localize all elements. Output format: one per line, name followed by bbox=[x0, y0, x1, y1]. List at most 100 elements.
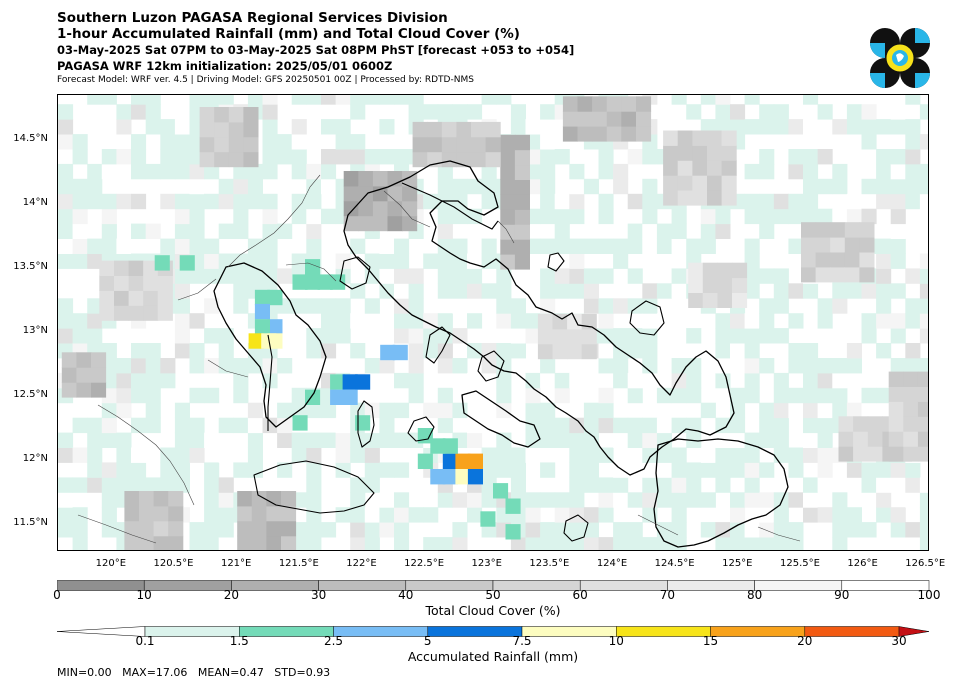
cloud-cell bbox=[145, 372, 161, 389]
cloud-cell bbox=[233, 253, 249, 269]
cloud-cell bbox=[744, 343, 760, 359]
cloud-block-cell bbox=[721, 130, 737, 146]
cloud-cell bbox=[321, 119, 337, 135]
cloud-cell bbox=[116, 119, 132, 135]
cloud-block-cell bbox=[139, 491, 155, 507]
cloud-block-cell bbox=[562, 126, 578, 142]
cloud-cell bbox=[598, 387, 614, 404]
cloud-cell bbox=[554, 417, 570, 434]
cloud-cell bbox=[788, 447, 804, 463]
cloud-cell bbox=[496, 298, 512, 314]
cloud-block-cell bbox=[888, 416, 904, 432]
cloud-cell bbox=[773, 328, 789, 344]
cloud-cell bbox=[218, 268, 234, 284]
cloud-cell bbox=[642, 432, 658, 448]
cloud-block-cell bbox=[692, 130, 708, 146]
cloud-cell bbox=[72, 238, 88, 254]
cloud-cell bbox=[788, 522, 804, 538]
cloud-block-cell bbox=[343, 185, 359, 202]
cloud-block-cell bbox=[237, 505, 253, 522]
cloud-cell bbox=[174, 343, 190, 359]
cloud-cell bbox=[540, 402, 556, 419]
cloud-block-cell bbox=[859, 237, 875, 253]
cloud-cell bbox=[437, 163, 453, 180]
cloud-cell bbox=[540, 522, 556, 538]
cloud-cell bbox=[408, 328, 424, 344]
cloud-cell bbox=[598, 208, 614, 225]
cloud-cell bbox=[671, 477, 687, 493]
cloud-cell bbox=[554, 537, 570, 550]
cloud-block-cell bbox=[199, 136, 215, 153]
cloud-cell bbox=[291, 298, 307, 314]
cloud-cell bbox=[642, 477, 658, 493]
cloud-cell bbox=[335, 149, 351, 165]
cloud-cell bbox=[174, 298, 190, 314]
cloud-cell bbox=[817, 477, 833, 493]
cloud-block-cell bbox=[412, 121, 428, 138]
cloud-cell bbox=[58, 537, 74, 550]
cloud-cell bbox=[72, 223, 88, 239]
cloud-cell bbox=[773, 372, 789, 389]
cloud-block-cell bbox=[500, 149, 516, 166]
map-panel[interactable] bbox=[57, 94, 929, 551]
rain-cell bbox=[292, 415, 308, 431]
cloud-block-cell bbox=[500, 164, 516, 180]
cloud-cell bbox=[262, 149, 278, 165]
cloud-colorbar-swatch bbox=[318, 580, 407, 591]
cloud-cell bbox=[759, 268, 775, 284]
cloud-cell bbox=[131, 193, 147, 210]
cloud-cell bbox=[101, 492, 117, 508]
cloud-cell bbox=[715, 447, 731, 463]
cloud-cell bbox=[189, 193, 205, 210]
rain-cell bbox=[179, 255, 195, 271]
cloud-block-cell bbox=[692, 190, 708, 206]
rain-cell bbox=[442, 438, 458, 454]
cloud-cell bbox=[101, 163, 117, 180]
cloud-cell bbox=[379, 149, 395, 165]
cloud-block-cell bbox=[903, 431, 919, 447]
cloud-cell bbox=[160, 119, 176, 135]
cloud-block-cell bbox=[888, 446, 904, 462]
cloud-cell bbox=[467, 178, 483, 195]
cloud-cell bbox=[481, 462, 497, 478]
cloud-block-cell bbox=[128, 305, 144, 321]
cloud-cell bbox=[744, 358, 760, 374]
cloud-cell bbox=[656, 492, 672, 508]
coastline-polillo bbox=[547, 252, 565, 272]
cloud-cell bbox=[890, 507, 906, 523]
cloud-cell bbox=[160, 462, 176, 478]
cloud-cell bbox=[525, 432, 541, 448]
cloud-cell bbox=[700, 95, 716, 105]
cloud-cell bbox=[817, 432, 833, 448]
cloud-block-cell bbox=[168, 505, 184, 522]
cloud-block-cell bbox=[251, 491, 267, 507]
cloud-cell bbox=[101, 149, 117, 165]
rain-colorbar-label: Accumulated Rainfall (mm) bbox=[407, 649, 579, 664]
cloud-block-cell bbox=[128, 260, 144, 276]
cloud-cell bbox=[204, 95, 220, 105]
cloud-cell bbox=[569, 163, 585, 180]
cloud-cell bbox=[321, 208, 337, 225]
cloud-cell bbox=[803, 163, 819, 180]
cloud-cell bbox=[145, 95, 161, 105]
cloud-cell bbox=[656, 462, 672, 478]
cloud-cell bbox=[189, 522, 205, 538]
cloud-cell bbox=[189, 178, 205, 195]
cloud-cell bbox=[218, 477, 234, 493]
cloud-block-cell bbox=[237, 535, 253, 550]
coastline-samar bbox=[653, 438, 789, 548]
cloud-cell bbox=[350, 507, 366, 523]
cloud-block-cell bbox=[124, 505, 140, 522]
cloud-cell bbox=[116, 432, 132, 448]
rain-cell bbox=[430, 469, 446, 485]
cloud-cell bbox=[131, 358, 147, 374]
cloud-cell bbox=[919, 328, 928, 344]
chart-title: Southern Luzon PAGASA Regional Services … bbox=[57, 10, 448, 26]
cloud-block-cell bbox=[917, 446, 928, 462]
cloud-cell bbox=[87, 298, 103, 314]
cloud-cell bbox=[744, 95, 760, 105]
cloud-cell bbox=[759, 522, 775, 538]
cloud-cell bbox=[554, 507, 570, 523]
cloud-cell bbox=[364, 462, 380, 478]
cloud-block-cell bbox=[471, 136, 487, 153]
